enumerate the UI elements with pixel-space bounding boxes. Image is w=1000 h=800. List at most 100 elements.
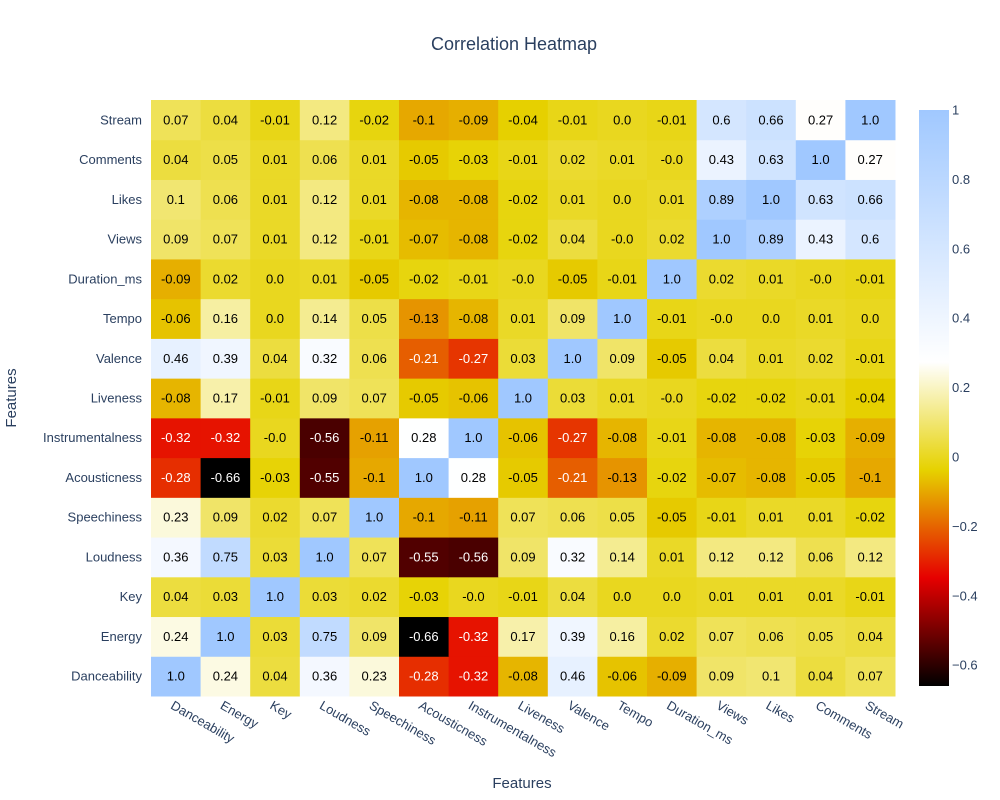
heatmap-cell-label: 0.28 [411,430,436,445]
heatmap-cell-label: 0.12 [758,549,783,564]
heatmap-cell [795,179,846,220]
heatmap-cell-label: 1.0 [613,311,631,326]
heatmap-cell-label: 0.32 [312,351,337,366]
heatmap-cell [547,338,598,379]
heatmap-cell-label: 0.01 [610,391,635,406]
heatmap-cell [299,179,350,220]
heatmap-cell-label: -0.08 [756,430,786,445]
heatmap-cell-label: -0.05 [508,470,538,485]
colorbar-ticks: 1 0.8 0.6 0.4 0.2 0 −0.2 −0.4 −0.6 [952,103,978,673]
y-tick-label: Key [120,589,143,604]
heatmap-cell-label: 0.17 [213,391,238,406]
heatmap-cell [845,100,896,141]
heatmap-cell-label: 1.0 [464,430,482,445]
heatmap-cell-label: 0.05 [610,510,635,525]
heatmap-cell [696,457,747,498]
heatmap-cell-label: 0.02 [560,152,585,167]
heatmap-cell-label: 0.07 [312,510,337,525]
heatmap-cell [547,378,598,419]
heatmap-cell [746,656,797,697]
heatmap-cell-label: 0.01 [808,311,833,326]
heatmap-cell-label: -0.0 [809,271,831,286]
heatmap-cell [448,656,499,697]
heatmap-cell [399,497,450,538]
heatmap-cell-labels: 1.0 0.24 0.04 0.36 0.23 -0.28 -0.32 -0.08 0.46 -0… [161,112,885,683]
heatmap-cell-label: 0.09 [560,311,585,326]
heatmap-cell-label: 0.24 [213,669,238,684]
x-axis-title: Features [492,775,551,792]
heatmap-cell [597,179,648,220]
heatmap-cell [299,576,350,618]
heatmap-cell [250,219,301,260]
heatmap-cell [448,258,499,300]
heatmap-cell-label: 0.23 [163,510,188,525]
heatmap-cell [448,417,499,459]
heatmap-cell [349,656,400,697]
heatmap-cell [647,258,698,300]
heatmap-cell-label: 0.09 [362,629,387,644]
heatmap-cell-label: 0.07 [213,232,238,247]
heatmap-cell [448,616,499,657]
heatmap-cell [151,537,202,578]
heatmap-cell-label: 0.04 [163,152,188,167]
heatmap-cell [299,616,350,657]
heatmap-cell-label: -0.08 [508,669,538,684]
heatmap-cell [250,338,301,379]
heatmap-cell-label: -0.02 [756,391,786,406]
heatmap-cell [597,258,648,300]
heatmap-cell-label: 0.0 [613,192,631,207]
heatmap-cell-label: -0.27 [459,351,489,366]
y-tick-label: Danceability [71,669,142,684]
heatmap-cell-label: -0.55 [409,549,439,564]
heatmap-cell [795,338,846,379]
heatmap-cell-label: 0.6 [861,232,879,247]
heatmap-cell [299,338,350,379]
heatmap-cell [200,139,251,180]
heatmap-cell-label: 0.03 [510,351,535,366]
heatmap-cell [845,656,896,697]
heatmap-cell-label: 0.14 [312,311,337,326]
heatmap-cell [795,656,846,697]
heatmap-cell-label: 0.04 [262,669,287,684]
heatmap-cell-label: -0.01 [657,430,687,445]
heatmap-cell [597,219,648,260]
heatmap-cell [399,576,450,618]
heatmap-cell [498,219,549,260]
heatmap-cell-label: 1.0 [266,589,284,604]
heatmap-cell-label: 0.46 [560,669,585,684]
heatmap-cell-label: -0.32 [459,629,489,644]
heatmap-cell-label: -0.01 [558,112,588,127]
heatmap-cell-label: -0.07 [409,232,439,247]
heatmap-cell-label: 0.01 [709,589,734,604]
heatmap-cell-label: 0.09 [610,351,635,366]
heatmap-cell [696,298,747,339]
heatmap-cell-label: 0.75 [213,549,238,564]
heatmap-cell-label: 0.17 [510,629,535,644]
heatmap-cell [250,139,301,180]
heatmap-cell [647,457,698,498]
heatmap-cell-label: -0.08 [459,232,489,247]
heatmap-cell-label: 0.36 [312,669,337,684]
heatmap-cell-label: -0.02 [508,192,538,207]
heatmap-cell-label: -0.0 [462,589,484,604]
heatmap-cell [200,219,251,260]
heatmap-cell-label: 1.0 [712,232,730,247]
heatmap-cell [448,100,499,141]
heatmap-cell-label: 0.12 [312,232,337,247]
heatmap-cell-label: 0.09 [709,669,734,684]
heatmap-cell [597,378,648,419]
y-tick-label: Likes [112,192,143,207]
heatmap-cell-label: 0.27 [858,152,883,167]
heatmap-cell [845,576,896,618]
heatmap-cell-label: 0.14 [610,549,635,564]
heatmap-cell-label: -0.0 [661,391,683,406]
heatmap-cell-label: -0.01 [359,232,389,247]
heatmap-cell-label: 0.01 [758,271,783,286]
colorbar-tick-label: −0.6 [952,658,978,673]
heatmap-cell [299,219,350,260]
heatmap-cell [547,457,598,498]
heatmap-cell [151,338,202,379]
heatmap-cell [647,497,698,538]
y-tick-label: Comments [79,152,142,167]
heatmap-cell [399,616,450,657]
